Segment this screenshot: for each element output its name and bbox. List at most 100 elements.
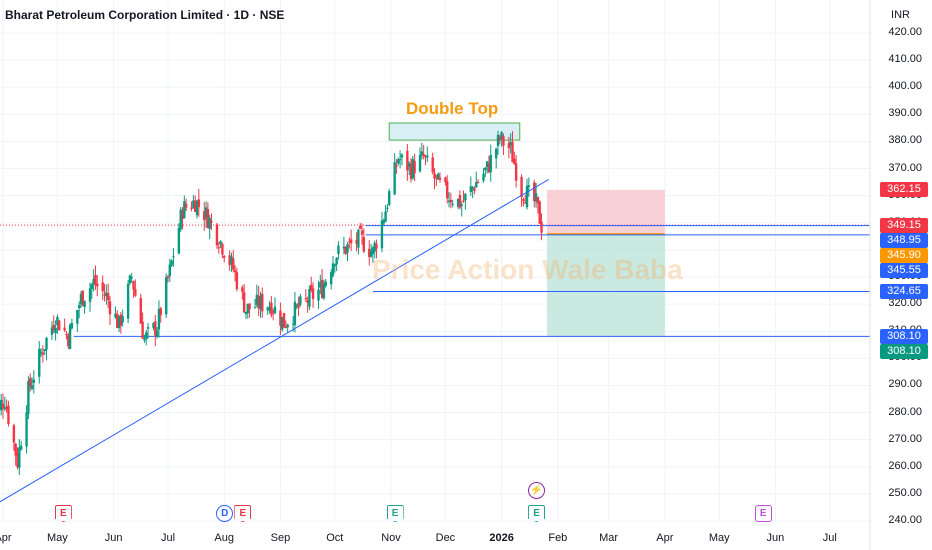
candle-body [52, 325, 55, 331]
trendline [0, 178, 550, 503]
candle-body [257, 295, 260, 309]
candle-body [348, 241, 351, 243]
earnings-icon[interactable]: E [754, 505, 772, 522]
candle-body [444, 177, 447, 183]
candle-body [203, 211, 206, 220]
earnings-icon[interactable]: E [528, 505, 546, 522]
candle-body [436, 173, 440, 180]
candle-body [368, 248, 371, 257]
candle-body [81, 290, 84, 306]
candle-body [67, 335, 70, 347]
candle-body [28, 378, 32, 387]
y-tick-label: 380.00 [888, 134, 922, 147]
candle-body [157, 308, 161, 330]
candle-body [426, 155, 429, 158]
price-label: 324.65 [880, 284, 928, 299]
candle-body [143, 338, 146, 341]
earnings-icon[interactable]: E [386, 505, 404, 522]
x-tick-label: Feb [548, 532, 568, 544]
earnings-icon[interactable]: E [234, 505, 252, 522]
dividend-icon[interactable]: D [216, 505, 234, 522]
candle-body [297, 302, 300, 308]
candle-body [271, 311, 275, 313]
x-tick-label: Sep [270, 532, 291, 544]
candle-body [335, 257, 338, 265]
candle-body [344, 246, 347, 254]
candle-body [204, 207, 208, 218]
candle-body [92, 278, 95, 285]
candle-body [114, 313, 117, 318]
candle-body [400, 154, 404, 158]
candle-body [184, 204, 188, 208]
price-label: 348.95 [880, 232, 928, 248]
candle-body [172, 256, 175, 258]
x-tick-label: Jul [822, 532, 837, 544]
candle-body [293, 301, 297, 326]
candle-body [261, 293, 264, 312]
y-tick-label: 280.00 [888, 405, 922, 418]
candle-body [105, 292, 108, 297]
candle-body [177, 228, 181, 254]
candle-body [134, 289, 137, 296]
candle-body [70, 323, 74, 329]
candle-body [166, 276, 170, 279]
candle-body [193, 200, 197, 212]
x-tick-label: Apr [0, 532, 12, 544]
candle-body [246, 303, 249, 314]
candle-body [130, 277, 133, 279]
candle-body [242, 292, 246, 313]
price-label: 349.15 [880, 217, 928, 233]
candle-body [431, 157, 434, 173]
candle-body [447, 200, 451, 202]
candle-body [50, 327, 54, 335]
candle-body [299, 296, 302, 305]
candle-body [235, 272, 239, 290]
candle-body [355, 240, 358, 244]
candle-body [132, 281, 135, 290]
candle-body [456, 198, 460, 207]
x-tick-label: Nov [381, 532, 401, 544]
candle-body [273, 306, 277, 314]
candle-body [197, 199, 201, 208]
split-icon[interactable]: ⚡ [528, 482, 546, 499]
candle-body [418, 154, 422, 172]
candle-body [259, 296, 262, 310]
candle-body [458, 195, 462, 208]
candle-body [369, 251, 373, 257]
candle-body [219, 241, 222, 245]
candle-body [534, 193, 538, 202]
candle-body [342, 246, 346, 249]
candle-body [310, 284, 313, 291]
candle-body [362, 237, 366, 252]
candle-body [337, 245, 340, 255]
candle-body [68, 324, 72, 350]
candle-body [5, 406, 8, 410]
earnings-icon[interactable]: E [54, 505, 72, 522]
watermark: Price Action Wale Baba [372, 254, 683, 285]
candle-body [145, 332, 148, 339]
y-tick-label: 320.00 [888, 297, 922, 310]
candle-body [170, 260, 173, 266]
candle-body [30, 385, 34, 389]
x-tick-label: May [708, 532, 730, 544]
candle-body [373, 242, 376, 252]
x-tick-label: Aug [214, 532, 234, 544]
target-zone [546, 233, 665, 337]
candle-body [210, 220, 213, 223]
candle-body [106, 293, 110, 301]
candle-body [451, 203, 454, 205]
candle-body [126, 283, 130, 319]
candle-body [88, 288, 92, 302]
candle-body [248, 303, 251, 310]
candle-body [473, 188, 476, 191]
candle-body [331, 263, 335, 276]
y-tick-label: 370.00 [888, 161, 922, 174]
x-tick-label: 2026 [489, 532, 514, 544]
candle-body [41, 352, 45, 355]
candle-body [494, 148, 498, 159]
candle-body [320, 279, 324, 298]
candle-body [268, 306, 271, 311]
candle-body [83, 300, 86, 308]
candle-body [346, 244, 349, 253]
